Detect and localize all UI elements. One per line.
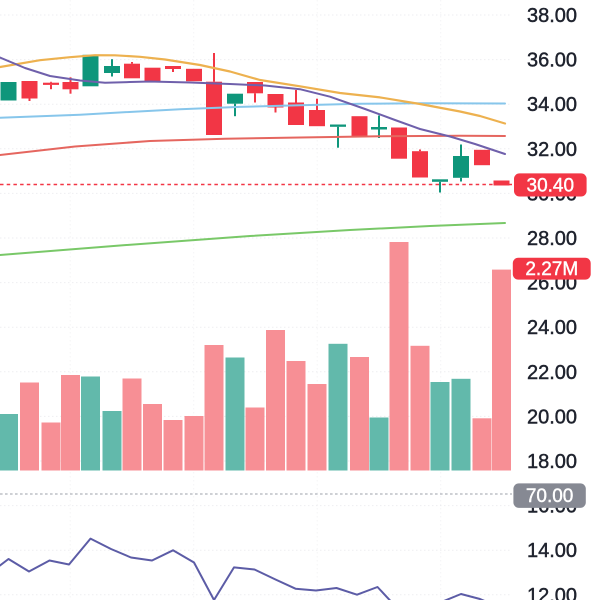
svg-text:20.00: 20.00: [527, 406, 577, 428]
svg-text:12.00: 12.00: [527, 585, 577, 600]
svg-text:24.00: 24.00: [527, 317, 577, 339]
svg-text:14.00: 14.00: [527, 540, 577, 562]
svg-text:28.00: 28.00: [527, 228, 577, 250]
svg-text:36.00: 36.00: [527, 50, 577, 72]
svg-text:34.00: 34.00: [527, 94, 577, 116]
svg-text:38.00: 38.00: [527, 5, 577, 27]
svg-text:70.00: 70.00: [526, 486, 574, 507]
svg-text:32.00: 32.00: [527, 139, 577, 161]
svg-text:18.00: 18.00: [527, 451, 577, 473]
svg-text:22.00: 22.00: [527, 362, 577, 384]
svg-text:30.40: 30.40: [527, 176, 575, 197]
svg-text:2.27M: 2.27M: [525, 259, 578, 280]
